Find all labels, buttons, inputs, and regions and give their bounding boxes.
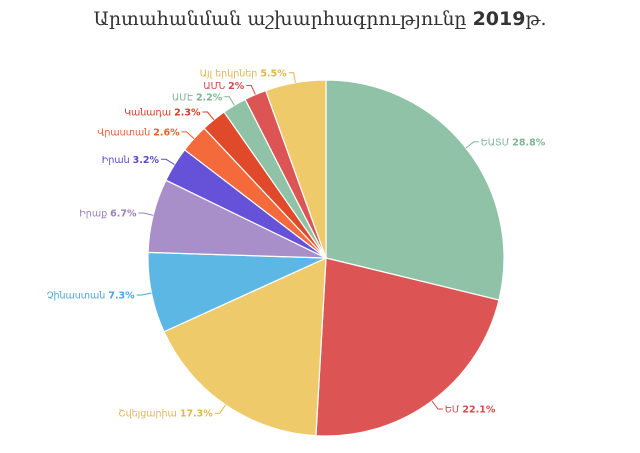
pie-label: ԱՄԷ 2.2%	[172, 92, 223, 103]
pie-label-value: 17.3%	[180, 409, 213, 420]
pie-label-value: 2.2%	[196, 92, 223, 103]
pie-label-name: ԵԱՏՄ	[481, 137, 512, 148]
pie-leader-line	[246, 85, 256, 95]
pie-leader-line	[214, 404, 226, 414]
pie-leader-line	[224, 96, 235, 106]
pie-slice	[325, 79, 505, 301]
pie-labels: ԵԱՏՄ 28.8% ԵՄ 22.1% Շվեյցարիա 17.3% Չինաստա…	[47, 68, 546, 419]
pie-slices	[147, 79, 505, 437]
pie-label-name: ԵՄ	[445, 405, 463, 416]
pie-label-name: Չինաստան	[47, 291, 109, 302]
chart-title-year: 2019	[472, 8, 526, 30]
pie-leader-line	[138, 212, 154, 216]
pie-leader-line	[136, 292, 152, 296]
pie-label: Իրան 3.2%	[102, 155, 160, 166]
pie-leader-lines	[136, 72, 479, 414]
pie-label: Իրաք 6.7%	[79, 209, 137, 220]
chart-title-text: Արտահանման աշխարհագրությունը	[93, 8, 473, 30]
pie-label-name: ԱՄՆ	[203, 81, 228, 92]
pie-label-value: 2%	[228, 81, 245, 92]
pie-label-value: 3.2%	[133, 155, 160, 166]
pie-label-value: 2.3%	[174, 108, 201, 119]
pie-label-name: Կանադա	[124, 108, 174, 119]
pie-label: Շվեյցարիա 17.3%	[118, 409, 213, 420]
pie-leader-line	[431, 400, 443, 410]
pie-label: ԵՄ 22.1%	[445, 405, 496, 416]
chart-title-suffix: թ.	[525, 8, 547, 30]
pie-label-name: Վրաստան	[97, 127, 153, 138]
pie-label: ԱՄՆ 2%	[203, 81, 244, 92]
pie-label: Չինաստան 7.3%	[47, 291, 135, 302]
pie-leader-line	[465, 141, 479, 149]
pie-slice	[315, 257, 500, 437]
pie-label-name: Շվեյցարիա	[118, 409, 179, 420]
chart-title: Արտահանման աշխարհագրությունը 2019թ.	[0, 8, 640, 30]
pie-label: ԵԱՏՄ 28.8%	[481, 137, 546, 148]
pie-label-name: Այլ երկրներ	[200, 68, 261, 79]
pie-label-value: 5.5%	[260, 68, 287, 79]
pie-label-name: Իրան	[102, 155, 133, 166]
pie-label-value: 22.1%	[462, 405, 495, 416]
pie-label-name: Իրաք	[79, 209, 110, 220]
pie-label-name: ԱՄԷ	[172, 92, 196, 103]
pie-leader-line	[288, 72, 296, 83]
pie-label-value: 2.6%	[153, 127, 180, 138]
pie-label-value: 28.8%	[512, 137, 545, 148]
pie-label-value: 6.7%	[110, 209, 137, 220]
pie-leader-line	[161, 158, 175, 165]
pie-leader-line	[202, 111, 215, 121]
pie-leader-line	[181, 131, 195, 139]
pie-label: Վրաստան 2.6%	[97, 127, 180, 138]
pie-label-value: 7.3%	[108, 291, 135, 302]
pie-label: Այլ երկրներ 5.5%	[200, 68, 287, 79]
pie-label: Կանադա 2.3%	[124, 108, 201, 119]
